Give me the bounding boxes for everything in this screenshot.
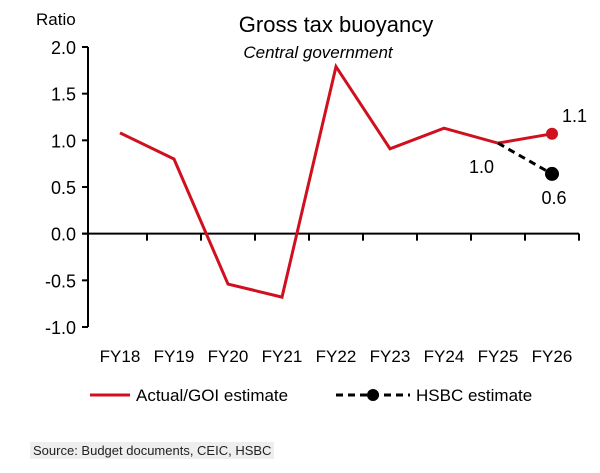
- series-line-actual: [119, 62, 553, 299]
- data-label: 1.1: [562, 106, 587, 126]
- x-tick-label: FY20: [208, 347, 249, 366]
- data-point-actual-fy26: [546, 127, 558, 140]
- data-label: 0.6: [541, 188, 566, 208]
- chart-subtitle: Central government: [243, 43, 394, 62]
- y-tick-label: -0.5: [45, 271, 76, 291]
- x-tick-label: FY21: [262, 347, 303, 366]
- source-note: Source: Budget documents, CEIC, HSBC: [30, 442, 275, 459]
- legend-label-actual: Actual/GOI estimate: [136, 386, 288, 405]
- x-tick-label: FY26: [532, 347, 573, 366]
- x-tick-label: FY19: [154, 347, 195, 366]
- x-tick-label: FY23: [370, 347, 411, 366]
- x-tick-label: FY22: [316, 347, 357, 366]
- series-line-hsbc: [497, 141, 553, 176]
- chart-title: Gross tax buoyancy: [239, 12, 433, 37]
- y-tick-label: -1.0: [45, 318, 76, 338]
- legend-label-hsbc: HSBC estimate: [416, 386, 532, 405]
- legend-marker-hsbc: [367, 389, 379, 401]
- y-tick-label: 1.5: [51, 85, 76, 105]
- x-tick-label: FY18: [100, 347, 141, 366]
- y-tick-label: 2.0: [51, 38, 76, 58]
- y-tick-label: 1.0: [51, 131, 76, 151]
- data-point-hsbc-fy26: [545, 166, 559, 181]
- y-axis-label: Ratio: [36, 10, 76, 29]
- y-tick-label: 0.0: [51, 225, 76, 245]
- x-tick-label: FY24: [424, 347, 465, 366]
- x-tick-label: FY25: [478, 347, 519, 366]
- data-label: 1.0: [469, 157, 494, 177]
- y-tick-label: 0.5: [51, 178, 76, 198]
